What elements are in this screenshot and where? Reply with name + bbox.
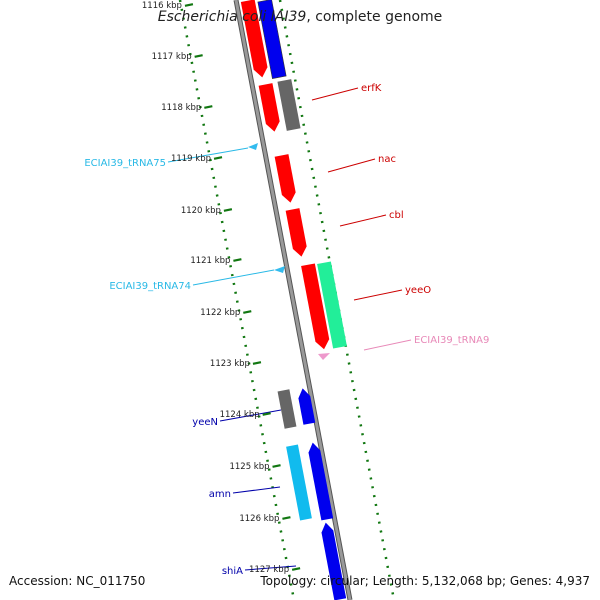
title-suffix: , complete genome <box>306 9 443 25</box>
tick-mark <box>223 208 233 212</box>
tick-mark <box>213 156 223 160</box>
genome-summary: Topology: circular; Length: 5,132,068 bp… <box>260 574 590 588</box>
feature-label-shia[interactable]: shiA <box>222 566 243 577</box>
tick-label: 1122 kbp <box>200 308 240 318</box>
feature-label-yeeo[interactable]: yeeO <box>405 285 431 296</box>
leader-line <box>353 289 403 301</box>
feature-label-cbl[interactable]: cbl <box>389 210 404 221</box>
topology-text: Topology: circular <box>260 574 365 588</box>
gene-arrow-red[interactable] <box>240 0 269 79</box>
leader-line <box>167 147 249 163</box>
feature-label-eciai39_trna9[interactable]: ECIAI39_tRNA9 <box>414 335 489 346</box>
leader-line <box>244 565 297 571</box>
feature-label-eciai39_trna75[interactable]: ECIAI39_tRNA75 <box>84 158 166 169</box>
label-leader-lines <box>167 87 412 571</box>
tick-mark <box>272 464 281 468</box>
gene-arrow-blue[interactable] <box>257 0 287 79</box>
dotted-scale-line <box>178 0 296 600</box>
gene-count-text: Genes: 4,937 <box>509 574 590 588</box>
tick-label: 1123 kbp <box>210 359 250 369</box>
gene-arrow-blue[interactable] <box>307 442 334 521</box>
leader-line <box>311 87 359 101</box>
tick-mark <box>194 54 203 58</box>
backbone-line-inner <box>234 0 352 600</box>
length-text: Length: 5,132,068 bp <box>372 574 502 588</box>
gene-arrow-red[interactable] <box>285 208 309 258</box>
organism-name: Escherichia coli IAI39 <box>157 9 307 25</box>
tick-label: 1124 kbp <box>220 410 260 420</box>
feature-label-eciai39_trna74[interactable]: ECIAI39_tRNA74 <box>109 281 191 292</box>
feature-labels: erfK nac cbl yeeO ECIAI39_tRNA9 ECIAI39_tRNA7… <box>84 83 489 577</box>
tick-label: 1120 kbp <box>181 206 221 216</box>
tick-mark <box>252 361 262 365</box>
tick-label: 1116 kbp <box>142 1 182 11</box>
tick-mark <box>204 105 213 109</box>
leader-line <box>192 269 275 286</box>
scale-ticks: 1116 kbp 1117 kbp 1118 kbp 1119 kbp 1120 kbp… <box>142 1 301 575</box>
leader-line <box>327 158 376 173</box>
gene-arrow-cyan[interactable] <box>286 444 312 521</box>
tick-label: 1117 kbp <box>152 52 192 62</box>
gene-arrow-green[interactable] <box>317 261 347 349</box>
trna-marker[interactable] <box>248 143 258 150</box>
features-layer <box>240 0 347 600</box>
tick-mark <box>243 310 252 314</box>
tick-label: 1121 kbp <box>190 256 230 266</box>
feature-label-nac[interactable]: nac <box>378 154 396 165</box>
tick-label: 1127 kbp <box>249 565 289 575</box>
tick-mark <box>262 412 271 416</box>
trna-marker[interactable] <box>274 266 285 273</box>
feature-label-erfk[interactable]: erfK <box>361 83 382 94</box>
gene-arrow-red[interactable] <box>301 263 331 350</box>
tick-mark <box>233 258 242 262</box>
gene-arrow-blue[interactable] <box>297 387 316 425</box>
tick-mark <box>291 567 301 571</box>
feature-label-yeen[interactable]: yeeN <box>192 417 218 428</box>
trna-marker[interactable] <box>318 353 330 360</box>
leader-line <box>339 214 387 227</box>
tick-mark <box>282 516 291 520</box>
leader-line <box>219 409 282 422</box>
accession-text: Accession: NC_011750 <box>9 574 146 588</box>
tick-label: 1118 kbp <box>161 103 201 113</box>
leader-line <box>232 486 281 494</box>
genome-backbone <box>233 0 353 600</box>
tick-mark <box>184 3 194 7</box>
leader-line <box>363 339 412 351</box>
tick-label: 1125 kbp <box>229 462 269 472</box>
gene-arrow-blue[interactable] <box>320 522 347 600</box>
gene-arrow-red[interactable] <box>274 154 298 204</box>
map-title: Escherichia coli IAI39, complete genome <box>0 9 600 25</box>
gene-arrow-gray[interactable] <box>277 79 301 131</box>
tick-label: 1119 kbp <box>171 154 211 164</box>
tick-label: 1126 kbp <box>239 514 279 524</box>
feature-label-amn[interactable]: amn <box>209 489 231 500</box>
gene-arrow-gray[interactable] <box>277 389 297 429</box>
gene-arrow-red[interactable] <box>258 83 282 133</box>
